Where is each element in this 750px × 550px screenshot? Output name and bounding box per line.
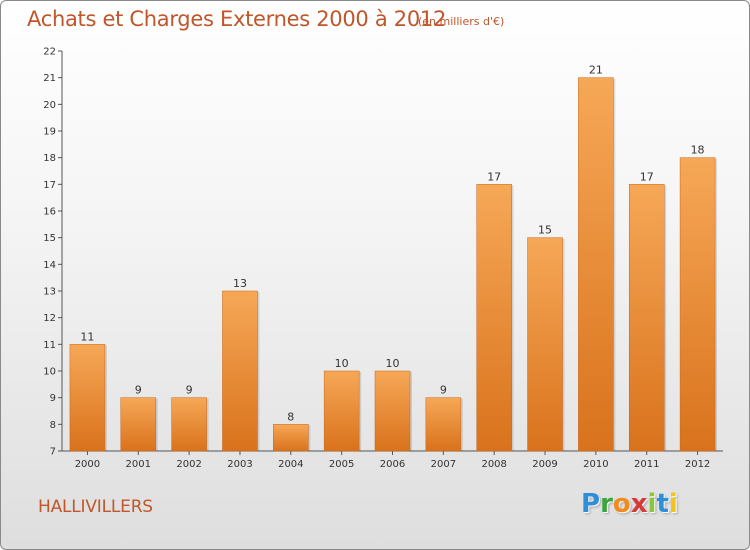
bar <box>69 344 106 452</box>
logo-letter: P <box>581 489 601 519</box>
x-tick-label: 2003 <box>227 459 252 470</box>
y-tick-label: 16 <box>43 207 56 218</box>
x-tick-label: 2012 <box>685 459 710 470</box>
data-label: 9 <box>186 384 193 397</box>
data-label: 13 <box>233 277 247 290</box>
bar <box>171 397 207 452</box>
chart-subtitle: (en milliers d'€) <box>418 15 505 28</box>
y-tick-label: 22 <box>43 47 56 58</box>
x-tick-label: 2008 <box>481 459 506 470</box>
data-label: 17 <box>640 170 654 183</box>
bar <box>628 184 665 452</box>
y-tick-label: 11 <box>43 340 56 351</box>
x-tick-label: 2004 <box>278 459 303 470</box>
data-label: 10 <box>386 357 400 370</box>
bar <box>578 77 614 452</box>
y-tick-label: 17 <box>43 180 56 191</box>
x-tick-label: 2009 <box>532 459 557 470</box>
x-tick-label: 2005 <box>329 459 354 470</box>
y-tick-label: 9 <box>50 393 56 404</box>
x-tick-label: 2001 <box>126 459 151 470</box>
data-label: 21 <box>589 64 603 77</box>
bar <box>323 370 360 452</box>
logo-letter: x <box>630 489 648 519</box>
bar <box>476 184 512 452</box>
y-tick-label: 8 <box>50 420 56 431</box>
x-tick-label: 2010 <box>583 459 608 470</box>
y-tick-label: 20 <box>43 100 56 111</box>
x-tick-label: 2007 <box>431 459 456 470</box>
y-tick-label: 18 <box>43 153 56 164</box>
bar <box>679 157 716 452</box>
chart-labels: 7 8 9 10 11 12 13 14 15 16 17 18 19 20 21 22 11 2000 9 2001… <box>43 47 710 471</box>
proxiti-logo: Proxiti <box>581 489 678 519</box>
chart-title: Achats et Charges Externes 2000 à 2012 <box>27 7 447 31</box>
chart-bars <box>69 77 718 452</box>
logo-letter: r <box>600 489 613 519</box>
data-label: 9 <box>135 384 142 397</box>
bar <box>222 290 258 452</box>
bar <box>374 370 411 452</box>
y-tick-label: 19 <box>43 127 56 138</box>
y-tick-label: 10 <box>43 367 56 378</box>
bar <box>273 424 309 452</box>
logo-letter: t <box>656 489 669 519</box>
y-tick-label: 12 <box>43 313 56 324</box>
bar <box>425 397 462 452</box>
data-label: 10 <box>335 357 349 370</box>
data-label: 11 <box>80 330 94 343</box>
bar <box>527 237 563 452</box>
data-label: 18 <box>691 144 705 157</box>
logo-letter: o <box>612 489 631 519</box>
logo-letter: i <box>647 489 657 519</box>
town-name: HALLIVILLERS <box>38 497 153 517</box>
data-label: 17 <box>487 170 501 183</box>
y-tick-label: 13 <box>43 287 56 298</box>
data-label: 9 <box>440 384 447 397</box>
x-tick-label: 2011 <box>634 459 659 470</box>
y-tick-label: 14 <box>43 260 56 271</box>
y-tick-label: 21 <box>43 73 56 84</box>
logo-letter: i <box>668 489 678 519</box>
data-label: 15 <box>538 224 552 237</box>
x-tick-label: 2002 <box>176 459 201 470</box>
y-tick-label: 7 <box>50 447 56 458</box>
x-tick-label: 2006 <box>380 459 405 470</box>
bar <box>120 397 157 452</box>
y-tick-label: 15 <box>43 233 56 244</box>
x-tick-label: 2000 <box>75 459 100 470</box>
data-label: 8 <box>287 410 294 423</box>
